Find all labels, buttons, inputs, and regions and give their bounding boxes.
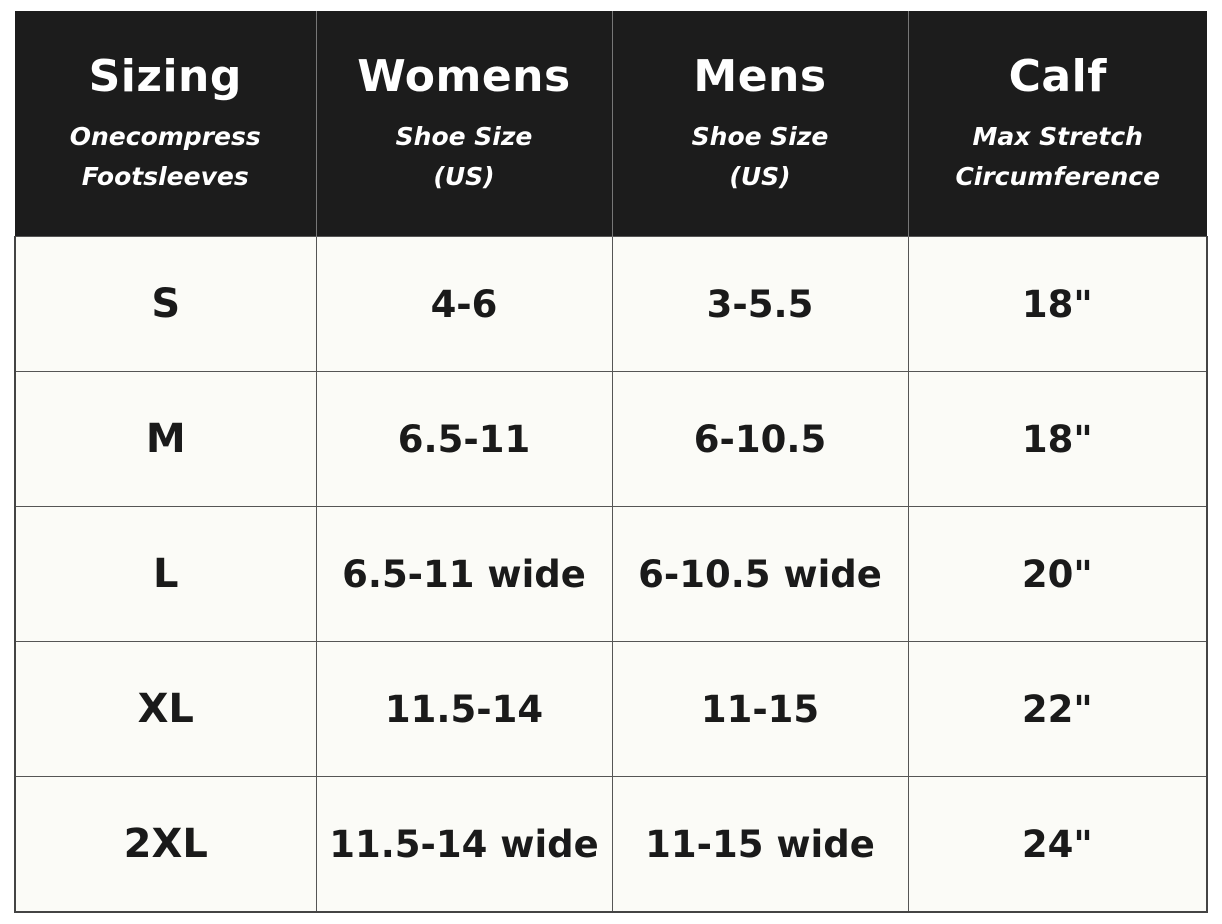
mens-cell: 3-5.5: [611, 236, 909, 372]
mens-cell: 6-10.5: [611, 371, 909, 507]
header-title: Mens: [693, 50, 827, 102]
table-row-m: M 6.5-11 6-10.5 18": [14, 371, 1208, 507]
mens-cell: 11-15 wide: [611, 776, 909, 913]
calf-cell: 20": [907, 506, 1208, 642]
header-title: Calf: [1008, 50, 1107, 102]
table-row-s: S 4-6 3-5.5 18": [14, 236, 1208, 372]
header-title: Womens: [357, 50, 571, 102]
table-header: Sizing Onecompress Footsleeves Womens Sh…: [15, 11, 1207, 237]
calf-cell: 18": [907, 236, 1208, 372]
header-subtitle-line-1: Max Stretch: [972, 121, 1143, 151]
header-subtitle-line-2: (US): [729, 161, 791, 191]
size-cell: S: [14, 236, 317, 372]
size-cell: M: [14, 371, 317, 507]
calf-cell: 18": [907, 371, 1208, 507]
table-row-xl: XL 11.5-14 11-15 22": [14, 641, 1208, 777]
header-subtitle-line-1: Shoe Size: [691, 121, 829, 151]
header-calf: Calf Max Stretch Circumference: [908, 11, 1207, 237]
header-mens: Mens Shoe Size (US): [612, 11, 909, 237]
header-subtitle-line-1: Onecompress: [69, 121, 261, 151]
header-subtitle-line-2: Footsleeves: [81, 161, 249, 191]
header-row: Sizing Onecompress Footsleeves Womens Sh…: [15, 11, 1207, 237]
header-subtitle-line-2: Circumference: [955, 161, 1161, 191]
womens-cell: 6.5-11 wide: [315, 506, 613, 642]
calf-cell: 24": [907, 776, 1208, 913]
table-row-l: L 6.5-11 wide 6-10.5 wide 20": [14, 506, 1208, 642]
size-cell: 2XL: [14, 776, 317, 913]
womens-cell: 4-6: [315, 236, 613, 372]
womens-cell: 11.5-14: [315, 641, 613, 777]
table-body: S 4-6 3-5.5 18" M 6.5-11 6-10.5 18" L 6.…: [14, 236, 1208, 913]
size-cell: L: [14, 506, 317, 642]
table-row-2xl: 2XL 11.5-14 wide 11-15 wide 24": [14, 776, 1208, 913]
mens-cell: 6-10.5 wide: [611, 506, 909, 642]
sizing-chart-table: Sizing Onecompress Footsleeves Womens Sh…: [14, 11, 1208, 913]
size-cell: XL: [14, 641, 317, 777]
header-womens: Womens Shoe Size (US): [316, 11, 613, 237]
header-subtitle-line-2: (US): [433, 161, 495, 191]
header-sizing: Sizing Onecompress Footsleeves: [15, 11, 317, 237]
womens-cell: 6.5-11: [315, 371, 613, 507]
header-title: Sizing: [88, 50, 242, 102]
mens-cell: 11-15: [611, 641, 909, 777]
calf-cell: 22": [907, 641, 1208, 777]
womens-cell: 11.5-14 wide: [315, 776, 613, 913]
header-subtitle-line-1: Shoe Size: [395, 121, 533, 151]
